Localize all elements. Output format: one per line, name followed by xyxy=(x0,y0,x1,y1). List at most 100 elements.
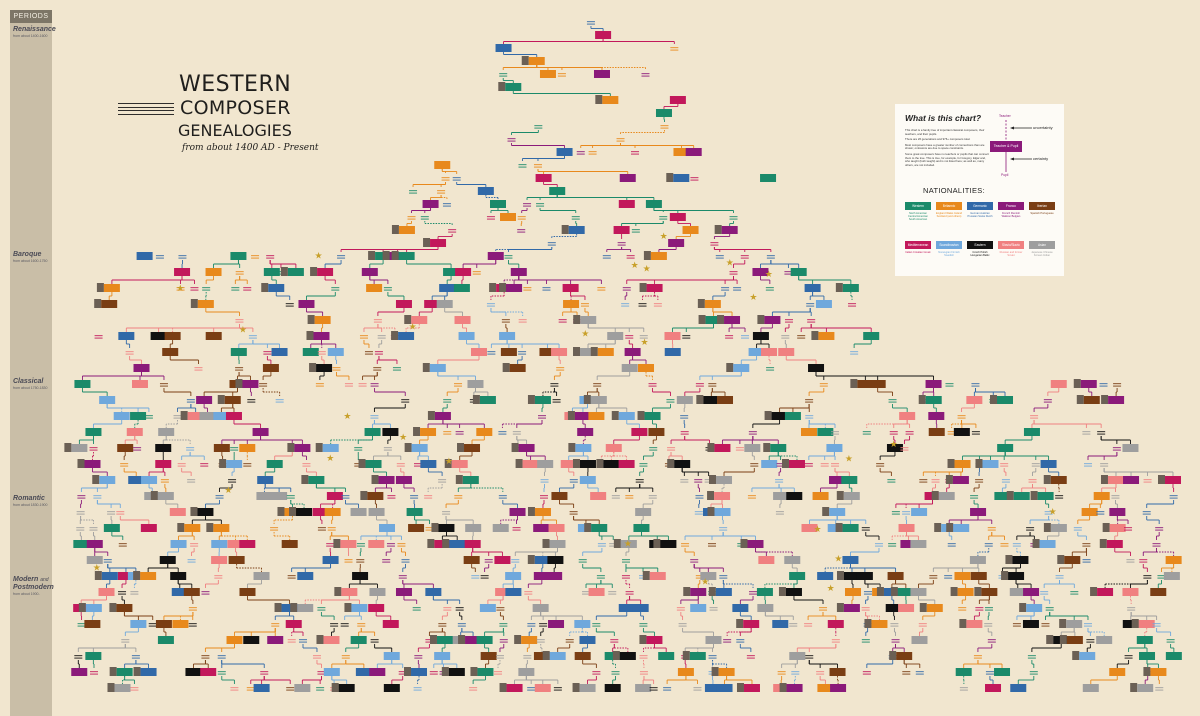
composer-small-label xyxy=(285,303,294,305)
composer-name-box xyxy=(618,412,635,420)
composer-node xyxy=(1010,684,1027,692)
composer-portrait xyxy=(310,267,318,276)
composer-name-box xyxy=(1165,652,1182,660)
composer-small-label xyxy=(286,497,295,499)
composer-node xyxy=(364,428,381,436)
composer-small-label xyxy=(316,687,325,689)
composer-node xyxy=(64,443,88,452)
composer-small-label xyxy=(805,399,814,401)
composer-small-label xyxy=(776,465,785,467)
composer-small-label xyxy=(480,577,489,579)
composer-node xyxy=(78,603,102,612)
composer-portrait xyxy=(1032,539,1040,548)
composer-small-label xyxy=(259,385,268,387)
composer-portrait xyxy=(1072,651,1080,660)
legend-uncertainty-label: uncertainty xyxy=(1033,125,1053,130)
composer-portrait xyxy=(391,225,399,234)
legend-certainty-label: certainty xyxy=(1033,156,1049,161)
composer-name-box xyxy=(1010,684,1027,692)
composer-node xyxy=(1001,571,1025,580)
composer-node xyxy=(542,651,566,660)
composer-small-label xyxy=(455,607,464,609)
composer-node xyxy=(439,284,456,292)
period-name-2: Postmodern xyxy=(13,584,54,591)
composer-small-label xyxy=(626,257,635,259)
composer-name-box xyxy=(141,476,158,484)
composer-small-label xyxy=(243,287,252,289)
composer-node xyxy=(618,200,635,208)
composer-name-box xyxy=(174,268,191,276)
composer-small-label xyxy=(667,447,676,449)
composer-small-label xyxy=(1097,431,1106,433)
composer-name-box xyxy=(462,476,479,484)
composer-small-label xyxy=(631,151,640,153)
composer-small-label xyxy=(235,273,244,275)
composer-name-box xyxy=(430,239,447,247)
composer-name-box xyxy=(953,524,970,532)
composer-small-label xyxy=(1142,513,1151,515)
composer-name-box xyxy=(73,540,90,548)
composer-name-box xyxy=(1040,460,1057,468)
composer-name-box xyxy=(757,604,774,612)
composer-name-box xyxy=(351,604,368,612)
composer-small-label xyxy=(648,383,657,385)
composer-small-label xyxy=(648,495,657,497)
composer-node xyxy=(228,556,245,564)
composer-small-label xyxy=(820,465,829,467)
composer-portrait xyxy=(441,667,449,676)
composer-small-label xyxy=(494,671,503,673)
composer-node xyxy=(637,411,661,420)
composer-small-label xyxy=(876,463,885,465)
composer-small-label xyxy=(286,495,295,497)
composer-name-box xyxy=(85,652,102,660)
composer-small-label xyxy=(861,639,870,641)
composer-name-box xyxy=(808,364,825,372)
composer-node xyxy=(239,540,256,548)
composer-small-label xyxy=(747,495,756,497)
composer-small-label xyxy=(777,671,786,673)
composer-node xyxy=(561,225,585,234)
composer-node xyxy=(669,96,686,104)
composer-name-box xyxy=(170,572,187,580)
composer-node xyxy=(826,444,843,452)
composer-small-label xyxy=(315,383,324,385)
composer-node xyxy=(130,412,147,420)
composer-small-label xyxy=(905,431,914,433)
composer-small-label xyxy=(660,127,669,129)
composer-node xyxy=(472,395,496,404)
composer-small-label xyxy=(414,657,423,659)
composer-small-label xyxy=(235,321,244,323)
composer-node xyxy=(366,284,383,292)
composer-small-label xyxy=(496,607,505,609)
composer-name-box xyxy=(644,412,661,420)
composer-name-box xyxy=(226,460,243,468)
composer-name-box xyxy=(242,380,259,388)
composer-node xyxy=(863,332,880,340)
composer-name-box xyxy=(721,226,738,234)
composer-small-label xyxy=(929,575,938,577)
star-icon: ★ xyxy=(624,539,632,549)
composer-name-box xyxy=(197,508,214,516)
composer-name-box xyxy=(281,540,298,548)
composer-name-box xyxy=(420,460,437,468)
composer-name-box xyxy=(682,226,699,234)
composer-name-box xyxy=(1023,428,1040,436)
composer-small-label xyxy=(719,575,728,577)
composer-small-label xyxy=(243,289,252,291)
composer-small-label xyxy=(443,399,452,401)
composer-small-label xyxy=(330,623,339,625)
composer-portrait xyxy=(666,173,674,182)
composer-small-label xyxy=(1155,529,1164,531)
composer-name-box xyxy=(199,412,216,420)
composer-name-box xyxy=(239,444,256,452)
composer-node xyxy=(700,572,717,580)
composer-name-box xyxy=(185,668,202,676)
nationality-swatch: Asian xyxy=(1029,241,1055,249)
period-name: Classical xyxy=(13,378,44,385)
composer-node xyxy=(444,459,468,468)
composer-node xyxy=(664,348,681,356)
star-icon: ★ xyxy=(701,576,709,586)
composer-node xyxy=(736,683,760,692)
composer-small-label xyxy=(984,625,993,627)
composer-node xyxy=(756,588,773,596)
